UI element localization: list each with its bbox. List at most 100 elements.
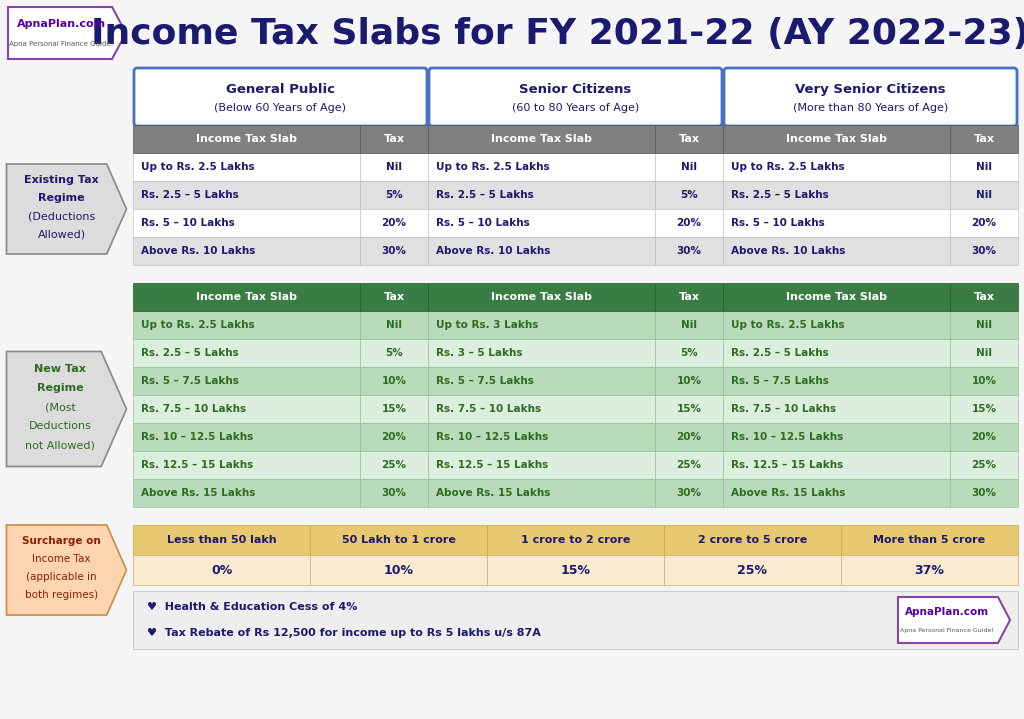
Text: (applicable in: (applicable in [27,572,97,582]
Bar [723,209,950,237]
Text: Tax: Tax [384,134,404,144]
Bar [655,423,723,451]
Text: 30%: 30% [382,488,407,498]
Text: More than 5 crore: More than 5 crore [873,535,985,545]
Bar [133,283,360,311]
Text: Above Rs. 10 Lakhs: Above Rs. 10 Lakhs [731,246,846,256]
Bar [360,283,428,311]
Text: 5%: 5% [385,190,403,200]
Text: 0%: 0% [211,564,232,577]
Bar [723,339,950,367]
Bar [428,451,655,479]
Text: 30%: 30% [677,488,701,498]
Bar [950,283,1018,311]
Bar [360,451,428,479]
Bar [487,525,664,555]
Text: Tax: Tax [384,292,404,302]
Bar [723,181,950,209]
Bar [133,423,360,451]
Text: Surcharge on: Surcharge on [23,536,101,546]
Bar [360,153,428,181]
Bar [655,311,723,339]
Bar [655,479,723,507]
Bar [723,451,950,479]
Text: Rs. 3 – 5 Lakhs: Rs. 3 – 5 Lakhs [436,348,522,358]
Bar [655,451,723,479]
Text: (More than 80 Years of Age): (More than 80 Years of Age) [793,104,948,114]
Bar [133,339,360,367]
Bar [950,395,1018,423]
Bar [841,525,1018,555]
Text: Nil: Nil [976,348,992,358]
Text: 30%: 30% [972,488,996,498]
Bar [723,311,950,339]
Polygon shape [6,352,127,467]
Text: 25%: 25% [972,460,996,470]
Text: 20%: 20% [677,432,701,442]
Text: 15%: 15% [972,404,996,414]
Text: ♥  Tax Rebate of Rs 12,500 for income up to Rs 5 lakhs u/s 87A: ♥ Tax Rebate of Rs 12,500 for income up … [147,628,541,638]
Text: Above Rs. 10 Lakhs: Above Rs. 10 Lakhs [436,246,550,256]
Text: 25%: 25% [737,564,768,577]
Text: 30%: 30% [382,246,407,256]
Text: ♥  Health & Education Cess of 4%: ♥ Health & Education Cess of 4% [147,603,357,613]
Bar [133,181,360,209]
Text: General Public: General Public [226,83,335,96]
Text: Up to Rs. 2.5 Lakhs: Up to Rs. 2.5 Lakhs [436,162,550,172]
Text: 20%: 20% [972,218,996,228]
Text: 1 crore to 2 crore: 1 crore to 2 crore [521,535,630,545]
Text: Income Tax Slabs for FY 2021-22 (AY 2022-23): Income Tax Slabs for FY 2021-22 (AY 2022… [91,17,1024,51]
Text: Rs. 5 – 10 Lakhs: Rs. 5 – 10 Lakhs [436,218,529,228]
Text: 25%: 25% [677,460,701,470]
Text: Rs. 10 – 12.5 Lakhs: Rs. 10 – 12.5 Lakhs [436,432,548,442]
Text: 10%: 10% [384,564,414,577]
Polygon shape [8,7,126,59]
Text: both regimes): both regimes) [25,590,98,600]
Bar [655,125,723,153]
Bar [428,395,655,423]
Text: Rs. 2.5 – 5 Lakhs: Rs. 2.5 – 5 Lakhs [731,348,828,358]
Bar [360,479,428,507]
Bar [723,423,950,451]
Bar [723,283,950,311]
Text: Tax: Tax [679,134,699,144]
Text: Deductions: Deductions [29,421,91,431]
Text: Rs. 2.5 – 5 Lakhs: Rs. 2.5 – 5 Lakhs [731,190,828,200]
Text: Rs. 12.5 – 15 Lakhs: Rs. 12.5 – 15 Lakhs [436,460,548,470]
Text: Rs. 5 – 7.5 Lakhs: Rs. 5 – 7.5 Lakhs [731,376,828,386]
Bar [950,339,1018,367]
Text: ApnaPlan.com: ApnaPlan.com [16,19,105,29]
Text: Income Tax Slab: Income Tax Slab [196,292,297,302]
Bar [841,555,1018,585]
Bar [950,209,1018,237]
Bar [950,479,1018,507]
Bar [664,525,841,555]
Text: Rs. 5 – 10 Lakhs: Rs. 5 – 10 Lakhs [141,218,234,228]
Bar [655,339,723,367]
Bar [950,367,1018,395]
Text: 37%: 37% [914,564,944,577]
Bar [723,153,950,181]
Bar [950,451,1018,479]
Bar [428,125,655,153]
Bar [428,237,655,265]
Text: Rs. 10 – 12.5 Lakhs: Rs. 10 – 12.5 Lakhs [141,432,253,442]
Text: 30%: 30% [677,246,701,256]
Bar [133,591,1018,649]
Text: 5%: 5% [680,348,698,358]
Text: Rs. 5 – 7.5 Lakhs: Rs. 5 – 7.5 Lakhs [141,376,239,386]
Bar [723,395,950,423]
Text: 20%: 20% [382,218,407,228]
Bar [655,181,723,209]
Bar [360,209,428,237]
Text: Nil: Nil [976,190,992,200]
Bar [487,555,664,585]
Bar [310,525,487,555]
Bar [428,367,655,395]
Bar [950,237,1018,265]
Text: Income Tax Slab: Income Tax Slab [786,292,887,302]
Text: Tax: Tax [679,292,699,302]
Bar [360,125,428,153]
Text: Rs. 12.5 – 15 Lakhs: Rs. 12.5 – 15 Lakhs [141,460,253,470]
Text: New Tax: New Tax [34,364,86,374]
